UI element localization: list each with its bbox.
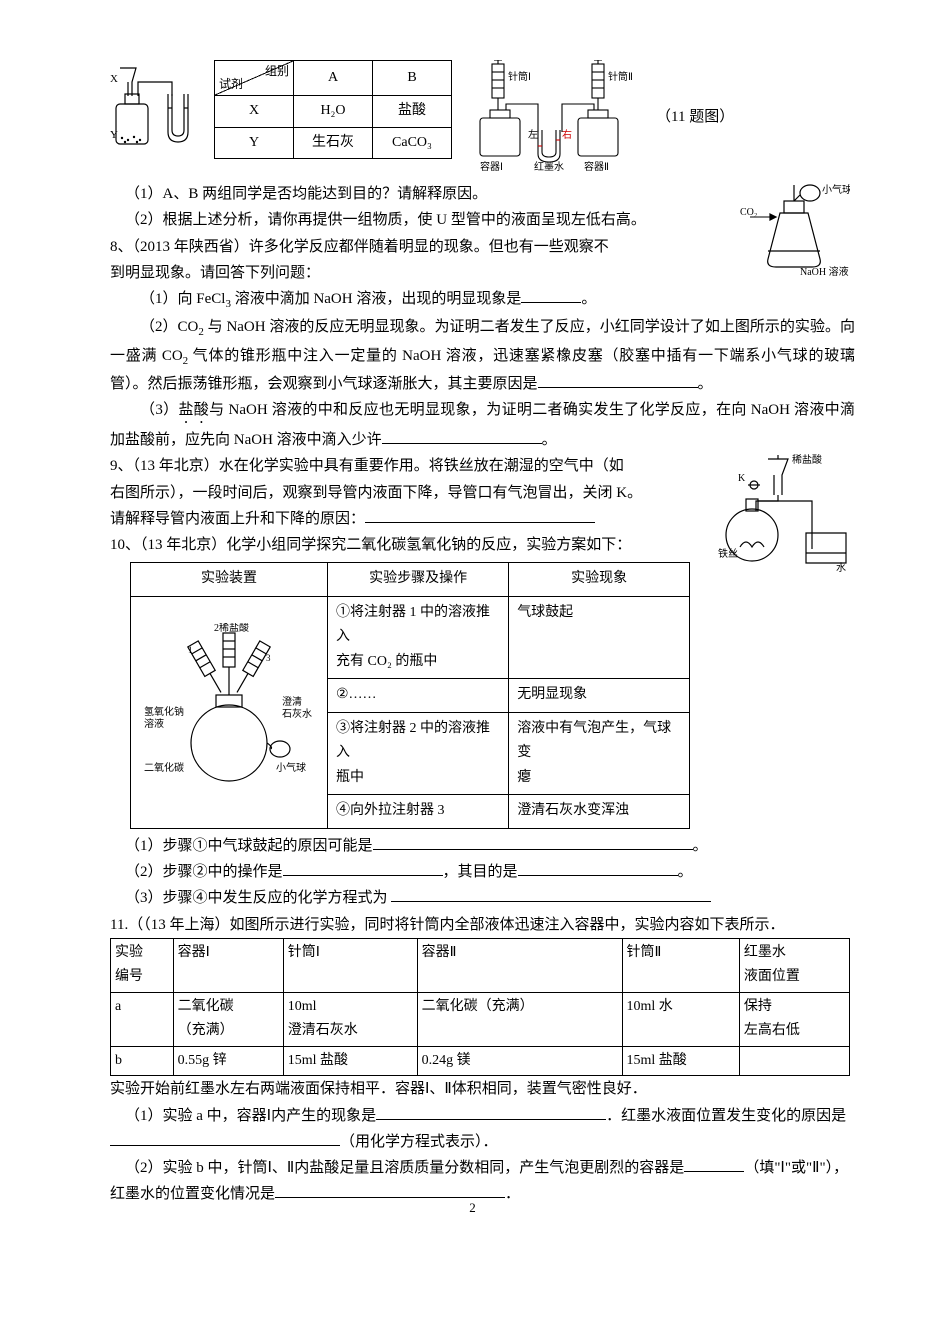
blank bbox=[110, 1130, 340, 1146]
svg-text:小气球: 小气球 bbox=[822, 183, 850, 196]
phen4: 澄清石灰水变浑浊 bbox=[509, 795, 690, 829]
q11-l1: 实验开始前红墨水左右两端液面保持相平．容器Ⅰ、Ⅱ体积相同，装置气密性良好． bbox=[110, 1076, 855, 1102]
top-row: X Y 试剂 组别 A B X H₂O 盐酸 Y 生石灰 CaCO₃ bbox=[110, 60, 855, 175]
q11-table: 实验 编号 容器Ⅰ 针筒Ⅰ 容器Ⅱ 针筒Ⅱ 红墨水 液面位置 a 二氧化碳 （充… bbox=[110, 938, 850, 1077]
svg-text:右: 右 bbox=[562, 128, 572, 141]
q11-p2: （2）实验 b 中，针筒Ⅰ、Ⅱ内盐酸足量且溶质质量分数相同，产生气泡更剧烈的容器… bbox=[110, 1155, 855, 1181]
svg-text:针筒Ⅱ: 针筒Ⅱ bbox=[608, 70, 633, 83]
q10-s1: （1）步骤①中气球鼓起的原因可能是。 bbox=[110, 833, 855, 859]
q8-p1: （1）向 FeCl3 溶液中滴加 NaOH 溶液，出现的明显现象是。 bbox=[110, 286, 855, 314]
col-a: A bbox=[294, 61, 373, 96]
blank bbox=[365, 507, 595, 523]
row-x-b: 盐酸 bbox=[373, 96, 452, 128]
step2: ②…… bbox=[328, 679, 509, 713]
blank bbox=[283, 860, 443, 876]
step4: ④向外拉注射器 3 bbox=[328, 795, 509, 829]
th-step: 实验步骤及操作 bbox=[328, 563, 509, 597]
svg-text:针筒Ⅰ: 针筒Ⅰ bbox=[508, 70, 531, 83]
blank bbox=[376, 1104, 606, 1120]
q8-p2: （2）CO2 与 NaOH 溶液的反应无明显现象。为证明二者发生了反应，小红同学… bbox=[110, 314, 855, 397]
blank bbox=[518, 860, 678, 876]
phen2: 无明显现象 bbox=[509, 679, 690, 713]
svg-text:石灰水: 石灰水 bbox=[282, 707, 312, 720]
col-b: B bbox=[373, 61, 452, 96]
fig-two-syringe: 针筒Ⅰ 针筒Ⅱ 左 右 容器Ⅰ 红墨水 容器Ⅱ bbox=[472, 60, 642, 175]
blank bbox=[373, 834, 693, 850]
svg-text:K: K bbox=[738, 473, 746, 484]
step1: ①将注射器 1 中的溶液推入 充有 CO₂ 的瓶中 bbox=[328, 596, 509, 679]
diag-left: 试剂 bbox=[219, 74, 243, 95]
fig11-caption: （11 题图） bbox=[656, 104, 734, 130]
blank bbox=[382, 428, 542, 444]
q10-device: 2稀盐酸 1 3 氢氧化钠 溶液 澄清 石灰水 二氧化碳 小气球 bbox=[131, 596, 328, 828]
group-table: 试剂 组别 A B X H₂O 盐酸 Y 生石灰 CaCO₃ bbox=[214, 60, 452, 159]
q10-s3: （3）步骤④中发生反应的化学方程式为 bbox=[110, 885, 855, 911]
q10-table: 实验装置 实验步骤及操作 实验现象 bbox=[130, 562, 690, 829]
q11-head: 11.（（13 年上海）如图所示进行实验，同时将针筒内全部液体迅速注入容器中，实… bbox=[110, 912, 855, 938]
svg-text:Y: Y bbox=[110, 129, 118, 141]
blank bbox=[538, 372, 698, 388]
svg-text:CO₂: CO₂ bbox=[740, 207, 757, 218]
phen3: 溶液中有气泡产生，气球变 瘪 bbox=[509, 712, 690, 795]
q8-p3: （3）盐酸与 NaOH 溶液的中和反应也无明显现象，为证明二者确实发生了化学反应… bbox=[110, 397, 855, 453]
row-x-label: X bbox=[215, 96, 294, 128]
svg-text:左: 左 bbox=[528, 128, 538, 141]
svg-text:二氧化碳: 二氧化碳 bbox=[144, 761, 184, 774]
svg-text:溶液: 溶液 bbox=[144, 717, 164, 730]
th-phen: 实验现象 bbox=[509, 563, 690, 597]
svg-text:水: 水 bbox=[836, 562, 846, 573]
svg-text:小气球: 小气球 bbox=[276, 761, 306, 774]
svg-text:3: 3 bbox=[266, 653, 271, 663]
svg-text:容器Ⅰ: 容器Ⅰ bbox=[480, 160, 503, 173]
svg-text:X: X bbox=[110, 73, 118, 85]
step3: ③将注射器 2 中的溶液推入 瓶中 bbox=[328, 712, 509, 795]
fig-q8: CO₂ 小气球 NaOH 溶液 bbox=[735, 181, 855, 276]
svg-text:容器Ⅱ: 容器Ⅱ bbox=[584, 160, 609, 173]
diag-right: 组别 bbox=[265, 61, 289, 82]
svg-text:氢氧化钠: 氢氧化钠 bbox=[144, 705, 184, 718]
row-y-a: 生石灰 bbox=[294, 127, 373, 159]
q11-p1: （1）实验 a 中，容器Ⅰ内产生的现象是．红墨水液面位置发生变化的原因是 bbox=[110, 1103, 855, 1129]
svg-text:澄清: 澄清 bbox=[282, 695, 302, 708]
svg-text:红墨水: 红墨水 bbox=[534, 160, 564, 173]
row-y-label: Y bbox=[215, 127, 294, 159]
page-number: 2 bbox=[0, 1197, 945, 1220]
blank bbox=[391, 886, 711, 902]
row-x-a: H₂O bbox=[294, 96, 373, 128]
svg-text:铁丝: 铁丝 bbox=[718, 547, 738, 560]
svg-text:1: 1 bbox=[188, 645, 193, 655]
blank bbox=[521, 287, 581, 303]
row-y-b: CaCO₃ bbox=[373, 127, 452, 159]
blank bbox=[684, 1156, 744, 1172]
fig-utube-left: X Y bbox=[110, 60, 200, 155]
svg-text:2稀盐酸: 2稀盐酸 bbox=[214, 623, 249, 634]
phen1: 气球鼓起 bbox=[509, 596, 690, 679]
svg-text:NaOH 溶液: NaOH 溶液 bbox=[800, 265, 849, 276]
svg-text:稀盐酸: 稀盐酸 bbox=[792, 453, 822, 466]
q11-p1b: （用化学方程式表示）． bbox=[110, 1129, 855, 1155]
fig-q9: K 稀盐酸 铁丝 水 bbox=[715, 453, 855, 573]
q10-s2: （2）步骤②中的操作是，其目的是。 bbox=[110, 859, 855, 885]
th-dev: 实验装置 bbox=[131, 563, 328, 597]
diag-cell: 试剂 组别 bbox=[215, 61, 294, 96]
